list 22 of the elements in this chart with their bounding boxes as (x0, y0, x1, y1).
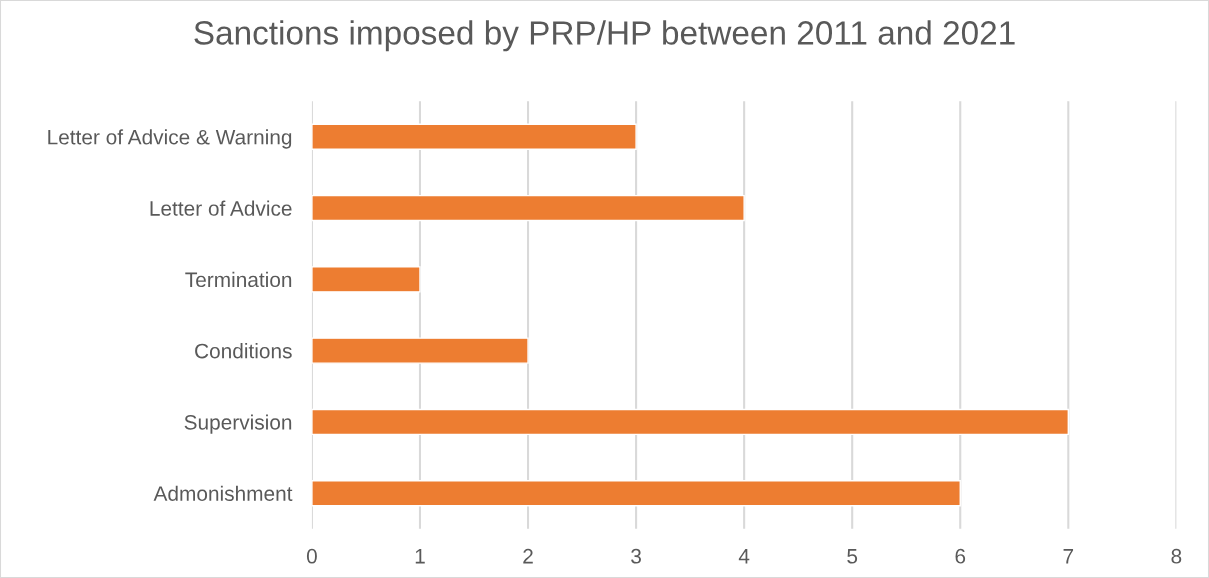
bar (311, 408, 1069, 436)
bar (311, 337, 529, 364)
x-tick-label: 0 (306, 548, 317, 564)
y-tick-label: Termination (185, 271, 292, 288)
y-tick-label: Letter of Advice (150, 200, 292, 216)
x-tick-label: 3 (631, 548, 641, 564)
bar (311, 123, 637, 150)
bar (311, 194, 745, 222)
bar (311, 480, 961, 507)
y-tick-label: Letter of Advice & Warning (48, 129, 292, 149)
x-tick-label: 7 (1063, 549, 1074, 564)
bar (311, 266, 421, 293)
y-tick-label: Supervision (184, 414, 292, 434)
x-tick-label: 4 (738, 549, 750, 564)
x-tick-label: 5 (847, 549, 858, 564)
x-tick-label: 8 (1171, 548, 1182, 564)
x-tick-label: 6 (955, 548, 966, 564)
x-tick-label: 2 (523, 548, 533, 564)
x-tick-label: 1 (415, 549, 425, 564)
chart-title: Sanctions imposed by PRP/HP between 2011 and 2021 (194, 20, 1015, 52)
y-tick-label: Admonishment (153, 485, 293, 501)
y-tick-label: Conditions (195, 343, 292, 359)
